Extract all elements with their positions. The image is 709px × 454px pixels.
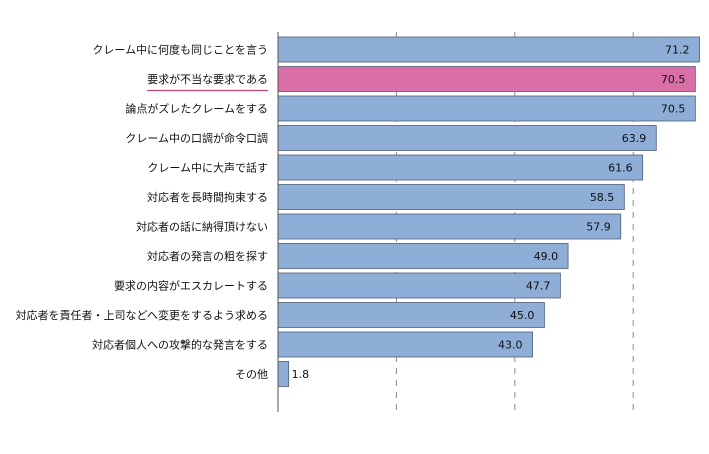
bar bbox=[277, 66, 696, 92]
category-label: 論点がズレたクレームをする bbox=[125, 102, 268, 116]
bar bbox=[277, 302, 545, 328]
category-label: その他 bbox=[235, 368, 268, 381]
bar bbox=[277, 213, 622, 240]
category-label: クレーム中の口調が命令口調 bbox=[125, 131, 268, 145]
bar bbox=[277, 184, 625, 210]
value-label: 43.0 bbox=[498, 339, 523, 352]
category-labels: クレーム中に何度も同じことを言う要求が不当な要求である論点がズレたクレームをする… bbox=[16, 43, 268, 381]
category-label: 対応者の話に納得頂けない bbox=[136, 220, 268, 234]
bar bbox=[277, 125, 657, 151]
bar bbox=[277, 154, 644, 181]
value-label: 70.5 bbox=[661, 103, 686, 116]
category-label: 対応者を責任者・上司などへ変更をするよう求める bbox=[16, 308, 268, 322]
value-label: 58.5 bbox=[590, 191, 615, 204]
bar bbox=[277, 95, 696, 122]
value-label: 1.8 bbox=[292, 368, 310, 381]
category-label: 対応者の発言の粗を探す bbox=[147, 249, 268, 263]
category-label: 要求が不当な要求である bbox=[147, 72, 268, 86]
value-label: 49.0 bbox=[534, 250, 559, 263]
category-label: クレーム中に何度も同じことを言う bbox=[92, 43, 268, 57]
value-label: 71.2 bbox=[665, 44, 690, 57]
category-label: 要求の内容がエスカレートする bbox=[114, 279, 268, 293]
category-label: クレーム中に大声で話す bbox=[147, 161, 268, 175]
value-label: 45.0 bbox=[510, 309, 535, 322]
value-labels: 71.2 70.5 70.5 63.9 61.6 58.5 57.9 49.0 47.7 45.0… bbox=[292, 44, 690, 382]
value-label: 63.9 bbox=[622, 132, 647, 145]
bar bbox=[277, 243, 569, 269]
bars bbox=[277, 36, 700, 387]
bar bbox=[277, 361, 290, 387]
value-label: 70.5 bbox=[661, 73, 686, 86]
category-label: 対応者を長時間拘束する bbox=[147, 190, 268, 204]
category-label: 対応者個人への攻撃的な発言をする bbox=[92, 338, 268, 352]
value-label: 47.7 bbox=[526, 280, 551, 293]
bar bbox=[277, 36, 700, 63]
value-label: 57.9 bbox=[586, 221, 611, 234]
bar bbox=[277, 272, 561, 299]
bar bbox=[277, 331, 533, 358]
value-label: 61.6 bbox=[608, 162, 633, 175]
